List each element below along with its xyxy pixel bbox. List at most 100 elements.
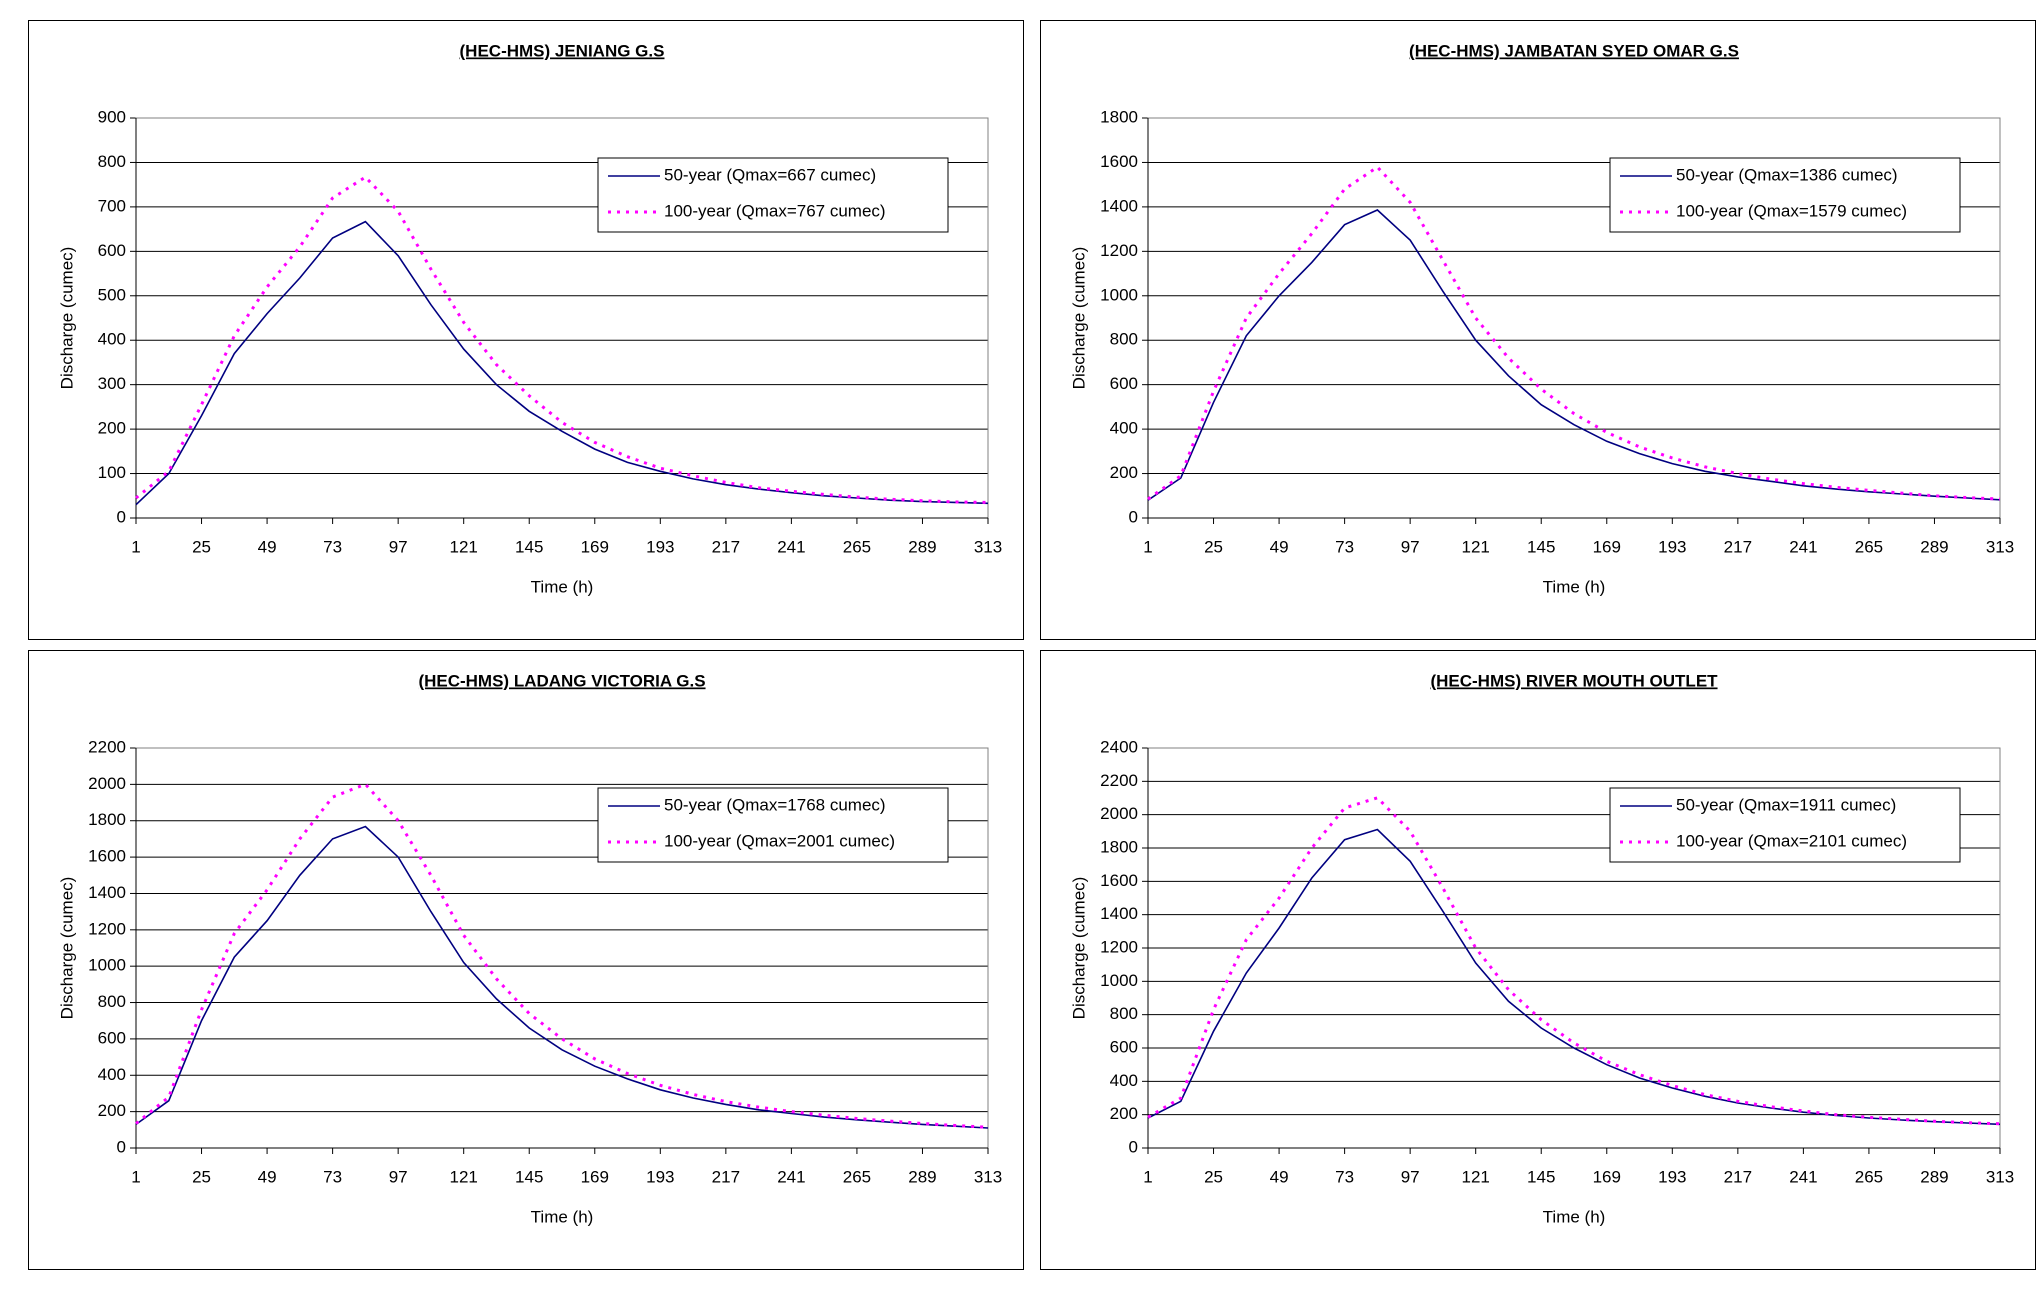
legend-label: 100-year (Qmax=2101 cumec)	[1676, 831, 1907, 850]
x-tick-label: 25	[1204, 1167, 1223, 1186]
x-tick-label: 265	[843, 537, 871, 556]
chart-title: (HEC-HMS) JAMBATAN SYED OMAR G.S	[1409, 41, 1739, 60]
y-tick-label: 600	[1110, 1037, 1138, 1056]
y-tick-label: 1000	[88, 956, 126, 975]
y-tick-label: 0	[1129, 507, 1138, 526]
y-tick-label: 1800	[88, 810, 126, 829]
y-tick-label: 900	[98, 107, 126, 126]
x-tick-label: 97	[1401, 537, 1420, 556]
y-tick-label: 200	[1110, 463, 1138, 482]
series-line	[135, 220, 989, 506]
y-axis-label: Discharge (cumec)	[57, 877, 76, 1020]
x-tick-label: 169	[581, 1167, 609, 1186]
y-tick-label: 200	[1110, 1104, 1138, 1123]
legend-label: 100-year (Qmax=767 cumec)	[664, 201, 886, 220]
x-tick-label: 169	[1593, 1167, 1621, 1186]
legend-box	[1609, 157, 1961, 233]
x-tick-label: 289	[1920, 537, 1948, 556]
x-tick-label: 217	[712, 537, 740, 556]
y-tick-label: 1600	[1100, 871, 1138, 890]
x-tick-label: 265	[1855, 537, 1883, 556]
x-tick-label: 145	[1527, 1167, 1555, 1186]
chart-title: (HEC-HMS) JENIANG G.S	[460, 41, 665, 60]
y-tick-label: 800	[1110, 330, 1138, 349]
x-tick-label: 169	[1593, 537, 1621, 556]
legend-box	[1609, 787, 1961, 863]
panel-frame	[28, 20, 1024, 640]
y-axis-label: Discharge (cumec)	[57, 247, 76, 390]
x-tick-label: 289	[1920, 1167, 1948, 1186]
y-tick-label: 600	[98, 1028, 126, 1047]
x-tick-label: 313	[1986, 1167, 2014, 1186]
y-tick-label: 700	[98, 196, 126, 215]
y-tick-label: 600	[1110, 374, 1138, 393]
legend-label: 50-year (Qmax=1768 cumec)	[664, 795, 886, 814]
x-tick-label: 1	[131, 1167, 140, 1186]
legend-label: 50-year (Qmax=1911 cumec)	[1676, 795, 1896, 814]
legend-label: 100-year (Qmax=2001 cumec)	[664, 831, 895, 850]
y-tick-label: 0	[117, 1137, 126, 1156]
x-tick-label: 241	[1789, 537, 1817, 556]
y-tick-label: 1800	[1100, 107, 1138, 126]
x-tick-label: 313	[1986, 537, 2014, 556]
y-tick-label: 2000	[88, 774, 126, 793]
x-tick-label: 49	[1270, 537, 1289, 556]
x-tick-label: 49	[1270, 1167, 1289, 1186]
x-tick-label: 1	[131, 537, 140, 556]
x-tick-label: 241	[777, 1167, 805, 1186]
x-tick-label: 121	[450, 537, 478, 556]
legend-label: 100-year (Qmax=1579 cumec)	[1676, 201, 1907, 220]
x-tick-label: 97	[389, 537, 408, 556]
y-tick-label: 200	[98, 419, 126, 438]
y-tick-label: 400	[98, 330, 126, 349]
chart-title: (HEC-HMS) LADANG VICTORIA G.S	[418, 671, 705, 690]
y-tick-label: 1200	[1100, 937, 1138, 956]
legend-box	[597, 787, 949, 863]
y-axis-label: Discharge (cumec)	[1069, 247, 1088, 390]
x-tick-label: 25	[192, 1167, 211, 1186]
x-tick-label: 97	[1401, 1167, 1420, 1186]
y-tick-label: 1200	[1100, 241, 1138, 260]
x-tick-label: 193	[646, 537, 674, 556]
y-tick-label: 1600	[1100, 152, 1138, 171]
x-tick-label: 265	[1855, 1167, 1883, 1186]
x-tick-label: 49	[258, 537, 277, 556]
x-axis-label: Time (h)	[531, 577, 594, 596]
x-tick-label: 49	[258, 1167, 277, 1186]
x-tick-label: 73	[1335, 1167, 1354, 1186]
x-axis-label: Time (h)	[1543, 1207, 1606, 1226]
y-tick-label: 1000	[1100, 285, 1138, 304]
y-tick-label: 1400	[1100, 196, 1138, 215]
chart-title: (HEC-HMS) RIVER MOUTH OUTLET	[1430, 671, 1718, 690]
panel-frame	[1040, 650, 2036, 1270]
y-tick-label: 200	[98, 1101, 126, 1120]
y-tick-label: 800	[98, 152, 126, 171]
series-line	[1147, 828, 2001, 1126]
x-tick-label: 289	[908, 537, 936, 556]
series-line	[135, 782, 989, 1129]
y-tick-label: 600	[98, 241, 126, 260]
y-tick-label: 400	[1110, 1071, 1138, 1090]
y-tick-label: 2400	[1100, 737, 1138, 756]
x-tick-label: 121	[1462, 537, 1490, 556]
x-tick-label: 217	[1724, 1167, 1752, 1186]
x-tick-label: 193	[1658, 537, 1686, 556]
x-tick-label: 241	[1789, 1167, 1817, 1186]
y-tick-label: 400	[98, 1065, 126, 1084]
x-tick-label: 121	[1462, 1167, 1490, 1186]
panel-frame	[1040, 20, 2036, 640]
x-tick-label: 193	[1658, 1167, 1686, 1186]
legend-box	[597, 157, 949, 233]
y-axis-label: Discharge (cumec)	[1069, 877, 1088, 1020]
x-axis-label: Time (h)	[1543, 577, 1606, 596]
x-tick-label: 217	[1724, 537, 1752, 556]
y-tick-label: 300	[98, 374, 126, 393]
series-line	[1147, 165, 2001, 501]
x-tick-label: 145	[1527, 537, 1555, 556]
y-tick-label: 400	[1110, 419, 1138, 438]
x-tick-label: 265	[843, 1167, 871, 1186]
y-tick-label: 0	[117, 507, 126, 526]
x-tick-label: 193	[646, 1167, 674, 1186]
x-tick-label: 25	[1204, 537, 1223, 556]
